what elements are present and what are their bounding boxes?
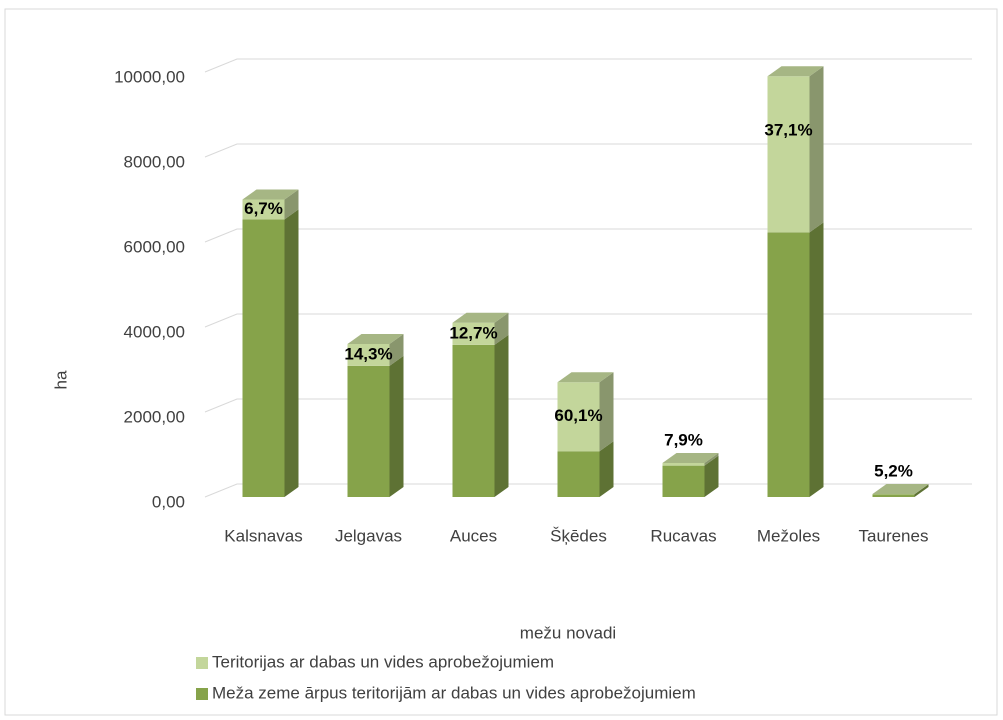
bar-segment [662, 465, 705, 497]
grid-line [204, 483, 972, 498]
x-tick-label: Mežoles [757, 526, 820, 545]
legend-swatch [196, 688, 208, 700]
x-tick-label: Auces [450, 526, 497, 545]
bar-side [494, 334, 509, 497]
data-label: 12,7% [449, 323, 497, 342]
y-tick-label: 10000,00 [114, 67, 185, 86]
bar-top [557, 372, 614, 383]
bar-side [389, 334, 404, 366]
bar-segment [557, 451, 600, 497]
grid-line [204, 313, 972, 328]
data-label: 5,2% [874, 462, 913, 481]
data-label: 60,1% [554, 406, 602, 425]
bar-segment [242, 219, 285, 497]
bar-segment [452, 322, 495, 345]
grid-line [204, 398, 972, 413]
x-tick-label: Kalsnavas [224, 526, 302, 545]
y-tick-label: 2000,00 [124, 407, 185, 426]
bar-side [389, 355, 404, 497]
bar-top [767, 66, 824, 77]
legend-label: Meža zeme ārpus teritorijām ar dabas un … [212, 683, 696, 702]
bar-side [284, 209, 299, 497]
bar-top [242, 189, 299, 200]
bar-side [704, 453, 719, 466]
y-axis-label: ha [51, 370, 70, 389]
bar-segment [767, 76, 810, 233]
grid-line [204, 143, 972, 158]
bar-side [704, 455, 719, 497]
bar-segment [347, 365, 390, 497]
y-tick-label: 6000,00 [124, 237, 185, 256]
legend-label: Teritorijas ar dabas un vides aprobežoju… [212, 652, 554, 671]
bar-segment [347, 344, 390, 366]
bar-segment [557, 382, 600, 452]
bar-side [599, 372, 614, 452]
bar-top [347, 334, 404, 344]
bar-side [809, 66, 824, 233]
y-tick-label: 8000,00 [124, 152, 185, 171]
bar-side [914, 484, 929, 495]
bar-segment [662, 463, 705, 466]
bar-segment [242, 199, 285, 220]
y-tick-label: 0,00 [152, 492, 185, 511]
x-tick-label: Taurenes [859, 526, 929, 545]
legend-swatch [196, 657, 208, 669]
data-label: 37,1% [764, 121, 812, 140]
x-tick-label: Šķēdes [550, 526, 607, 545]
x-tick-label: Rucavas [650, 526, 716, 545]
data-label: 14,3% [344, 344, 392, 363]
bar-top [452, 312, 509, 323]
bar-side [599, 441, 614, 497]
bar-side [914, 484, 929, 497]
x-tick-label: Jelgavas [335, 526, 402, 545]
grid-line [204, 58, 972, 73]
bar-side [284, 189, 299, 220]
y-tick-label: 4000,00 [124, 322, 185, 341]
bar-top [662, 453, 719, 463]
grid-line [204, 228, 972, 243]
bar-segment [872, 494, 915, 497]
bar-side [809, 222, 824, 498]
data-label: 7,9% [664, 430, 703, 449]
x-axis-label: mežu novadi [520, 623, 616, 642]
bar-side [494, 312, 509, 345]
bar-top [872, 484, 929, 495]
bar-segment [452, 344, 495, 497]
bar-segment [767, 232, 810, 498]
data-label: 6,7% [244, 199, 283, 218]
